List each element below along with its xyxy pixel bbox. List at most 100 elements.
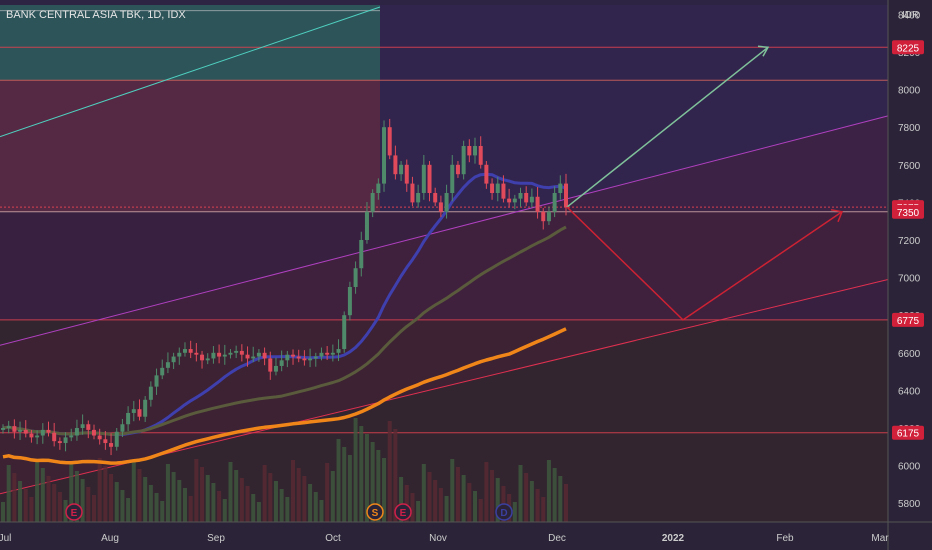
candle [370,193,375,212]
candle [308,358,313,361]
candle [484,164,489,184]
candle [279,360,284,366]
volume-bar [69,463,74,522]
volume-bar [217,491,222,522]
volume-bar [205,475,210,522]
candle [63,437,68,444]
volume-bar [131,461,136,522]
volume-bar [46,476,51,522]
zone-purple-top [380,5,888,212]
volume-bar [325,463,330,522]
candle [239,350,244,355]
event-marker[interactable] [65,503,83,521]
volume-bar [52,484,57,522]
candle [126,412,131,425]
volume-bar [512,502,517,522]
price-axis [888,0,932,550]
event-marker[interactable] [495,503,513,521]
candle [524,193,529,203]
zone-maroon [0,80,380,212]
candle [154,375,159,387]
volume-bar [524,473,529,522]
candle [490,183,495,193]
y-tick-label: 5800 [898,499,921,510]
volume-bar [546,460,551,522]
volume-bar [188,496,193,522]
volume-bar [29,497,34,522]
candle [86,424,91,430]
y-tick-label: 8000 [898,86,921,97]
volume-bar [120,490,125,522]
trend-channel-fill [0,115,888,494]
candle [222,354,227,357]
volume-bar [194,459,199,522]
candle [558,183,563,193]
trend-line-purple [0,115,889,346]
volume-bar [245,486,250,522]
zone-red-mid [0,211,888,320]
price-badge [892,204,924,219]
volume-bar [399,477,404,522]
candle [171,356,176,363]
candle [387,127,392,156]
volume-bar [273,481,278,522]
candle [529,196,534,203]
volume-bar [535,489,540,522]
candle [302,358,307,361]
candle [495,183,500,193]
volume-bar [256,502,261,522]
volume-bar [490,470,495,522]
candle [421,164,426,193]
volume-bar [518,465,523,522]
candle [501,183,506,199]
ma200-line [2,327,567,465]
volume-bar [330,471,335,522]
event-marker[interactable] [394,503,412,521]
candle [69,435,74,438]
candle [188,349,193,353]
volume-bar [91,495,96,522]
candle [46,429,51,433]
volume-bar [455,467,460,522]
candle [518,193,523,199]
volume-bar [450,459,455,522]
x-tick-label: Mar [871,533,889,544]
volume-bar [160,501,165,522]
x-tick-label: Nov [429,533,447,544]
candle [109,443,114,447]
candle [6,426,11,428]
volume-bar [416,501,421,522]
event-marker[interactable] [366,503,384,521]
candle [433,193,438,203]
volume-bar [410,493,415,522]
candle [80,424,85,428]
candle [473,146,478,156]
candle [97,435,102,440]
volume-bar [438,488,443,522]
candle [23,429,28,434]
y-tick-label: 6400 [898,386,921,397]
volume-bar [171,472,176,522]
volume-bar [279,489,284,522]
y-tick-label: 7800 [898,123,921,134]
x-tick-label: Dec [548,533,566,544]
volume-bar [473,491,478,522]
candle [234,350,239,353]
candle [364,211,369,240]
volume-bar [80,479,85,522]
candle [541,211,546,222]
y-tick-label: 6600 [898,349,921,360]
candle [546,211,551,222]
candle [35,435,40,438]
x-tick-label: Aug [101,533,119,544]
volume-bar [165,464,170,522]
volume-bar [18,481,23,522]
candle [399,164,404,175]
candle [353,268,358,287]
candle [564,183,568,208]
x-tick-label: Sep [207,533,225,544]
event-marker-label: E [400,508,407,519]
candle [342,315,347,350]
